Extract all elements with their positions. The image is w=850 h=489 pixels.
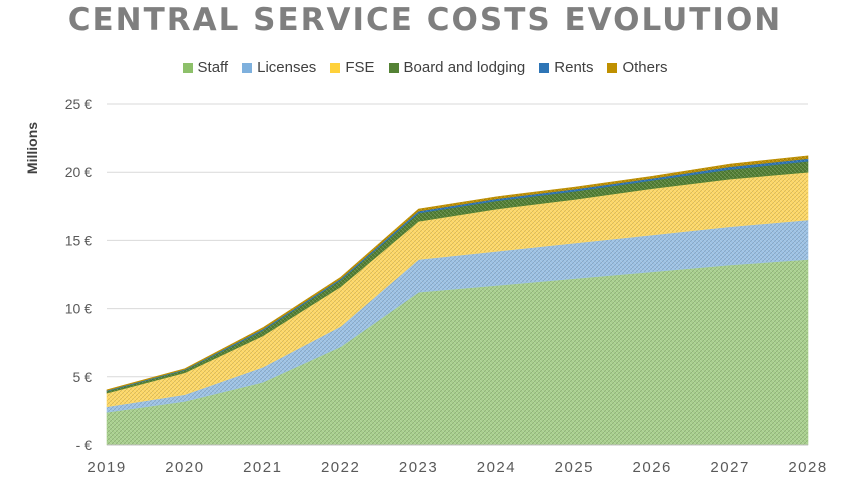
legend-item-rents: Rents — [539, 59, 593, 76]
legend-item-licenses: Licenses — [242, 59, 316, 76]
x-tick-label: 2024 — [477, 459, 516, 476]
legend-swatch-licenses — [242, 62, 253, 73]
x-tick-label: 2019 — [87, 459, 126, 476]
x-tick-label: 2023 — [399, 459, 438, 476]
x-tick-label: 2028 — [788, 459, 827, 476]
legend-label-fse: FSE — [345, 59, 375, 76]
legend-item-fse: FSE — [330, 59, 375, 76]
area-series-others — [106, 155, 809, 391]
legend-label-board-and-lodging: Board and lodging — [403, 59, 526, 76]
y-tick-label: 25 € — [65, 96, 92, 112]
y-tick-label: 15 € — [65, 232, 92, 248]
legend-label-rents: Rents — [554, 59, 594, 76]
legend-label-licenses: Licenses — [257, 59, 317, 76]
x-tick-label: 2021 — [243, 459, 282, 476]
x-tick-label: 2020 — [165, 459, 204, 476]
x-tick-label: 2022 — [321, 459, 360, 476]
legend-item-board-and-lodging: Board and lodging — [388, 59, 526, 76]
y-tick-label: - € — [76, 437, 93, 453]
legend-label-staff: Staff — [197, 59, 229, 76]
legend-label-others: Others — [622, 59, 668, 76]
legend-swatch-rents — [539, 62, 550, 73]
legend-swatch-others — [607, 62, 618, 73]
x-tick-label: 2027 — [710, 459, 749, 476]
legend-swatch-fse — [330, 62, 341, 73]
x-tick-label: 2026 — [633, 459, 672, 476]
y-tick-label: 20 € — [65, 164, 92, 180]
area-series — [106, 155, 809, 446]
legend-item-others: Others — [607, 59, 667, 76]
legend-swatch-board-and-lodging — [388, 62, 399, 73]
axes: - € 5 € 10 € 15 € 20 € 25 € 2019 2020 2021 2022 20… — [65, 96, 827, 476]
y-tick-label: 10 € — [65, 301, 92, 317]
legend-item-staff: Staff — [182, 59, 229, 76]
legend-swatch-staff — [182, 62, 193, 73]
y-tick-label: 5 € — [73, 369, 93, 385]
x-tick-label: 2025 — [555, 459, 594, 476]
chart-legend: Staff Licenses FSE Board and lodging Ren… — [0, 59, 850, 76]
chart-title: CENTRAL SERVICE COSTS EVOLUTION — [67, 2, 783, 38]
